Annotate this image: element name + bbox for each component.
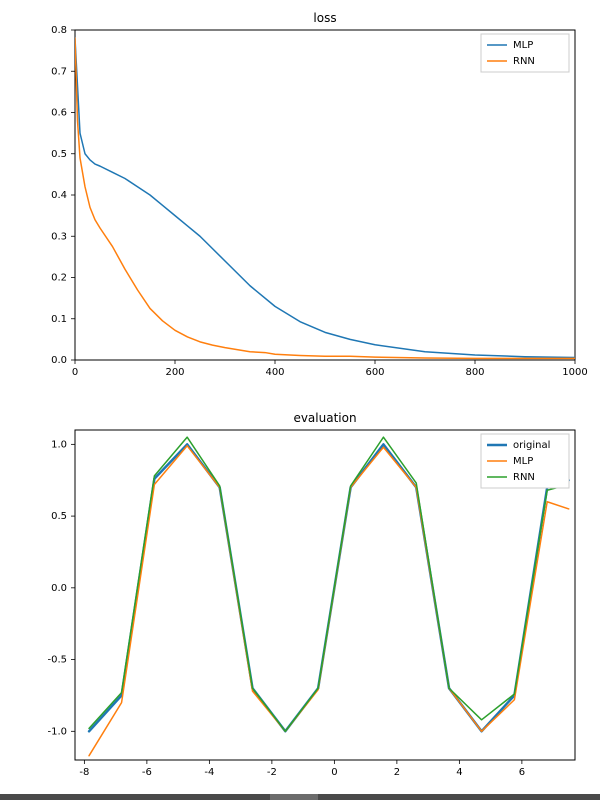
loss-chart-legend-label: MLP bbox=[513, 40, 533, 51]
eval-chart-ytick-label: -0.5 bbox=[47, 655, 67, 666]
loss-chart-xtick-label: 600 bbox=[365, 367, 384, 378]
loss-chart-xtick-label: 400 bbox=[265, 367, 284, 378]
loss-chart-ytick-label: 0.1 bbox=[51, 314, 67, 325]
loss-chart-legend: MLP RNN bbox=[481, 34, 569, 72]
loss-chart-ytick-label: 0.8 bbox=[51, 25, 67, 36]
loss-chart-ytick-label: 0.4 bbox=[51, 190, 67, 201]
loss-chart-xtick-label: 200 bbox=[165, 367, 184, 378]
eval-chart-legend-label: RNN bbox=[513, 472, 535, 483]
loss-chart-xtick-label: 800 bbox=[465, 367, 484, 378]
loss-chart-ytick-label: 0.7 bbox=[51, 66, 67, 77]
eval-chart-ytick-label: 0.0 bbox=[51, 583, 67, 594]
eval-chart-xtick-label: -4 bbox=[204, 767, 214, 778]
loss-chart-ytick-label: 0.0 bbox=[51, 355, 67, 366]
footer-bar-segment bbox=[318, 794, 600, 800]
eval-chart: evaluation -8 -6 -4 -2 0 2 4 6 -1.0 -0.5 0.0 0.5 1.0 o… bbox=[47, 411, 575, 778]
plots-svg: loss 0 200 400 600 800 1000 0.0 0.1 0.2 0.3 0.4 0.5 0… bbox=[0, 0, 600, 800]
loss-chart-ytick-label: 0.5 bbox=[51, 149, 67, 160]
footer-bar-segment bbox=[0, 794, 270, 800]
loss-chart-title: loss bbox=[313, 11, 336, 25]
footer-bar-segment bbox=[270, 794, 318, 800]
loss-chart-ytick-label: 0.2 bbox=[51, 273, 67, 284]
loss-chart-xtick-label: 1000 bbox=[562, 367, 587, 378]
eval-chart-xtick-label: -8 bbox=[79, 767, 89, 778]
eval-chart-title: evaluation bbox=[293, 411, 356, 425]
eval-chart-legend: original MLP RNN bbox=[481, 434, 569, 488]
loss-chart-xtick-label: 0 bbox=[72, 367, 78, 378]
eval-chart-xtick-label: -2 bbox=[267, 767, 277, 778]
eval-chart-legend-label: MLP bbox=[513, 456, 533, 467]
footer-bar bbox=[0, 794, 600, 800]
loss-chart-ytick-label: 0.6 bbox=[51, 108, 67, 119]
eval-chart-xtick-label: 4 bbox=[456, 767, 462, 778]
eval-chart-xtick-label: -6 bbox=[142, 767, 152, 778]
loss-chart-ytick-label: 0.3 bbox=[51, 231, 67, 242]
eval-chart-ytick-label: 0.5 bbox=[51, 511, 67, 522]
eval-chart-xtick-label: 6 bbox=[519, 767, 525, 778]
eval-chart-xtick-label: 2 bbox=[394, 767, 400, 778]
loss-chart: loss 0 200 400 600 800 1000 0.0 0.1 0.2 0.3 0.4 0.5 0… bbox=[51, 11, 588, 378]
eval-chart-legend-label: original bbox=[513, 440, 550, 451]
eval-chart-ytick-label: 1.0 bbox=[51, 439, 67, 450]
eval-chart-ytick-label: -1.0 bbox=[47, 726, 67, 737]
loss-chart-legend-label: RNN bbox=[513, 56, 535, 67]
figure: loss 0 200 400 600 800 1000 0.0 0.1 0.2 0.3 0.4 0.5 0… bbox=[0, 0, 600, 800]
eval-chart-xtick-label: 0 bbox=[331, 767, 337, 778]
